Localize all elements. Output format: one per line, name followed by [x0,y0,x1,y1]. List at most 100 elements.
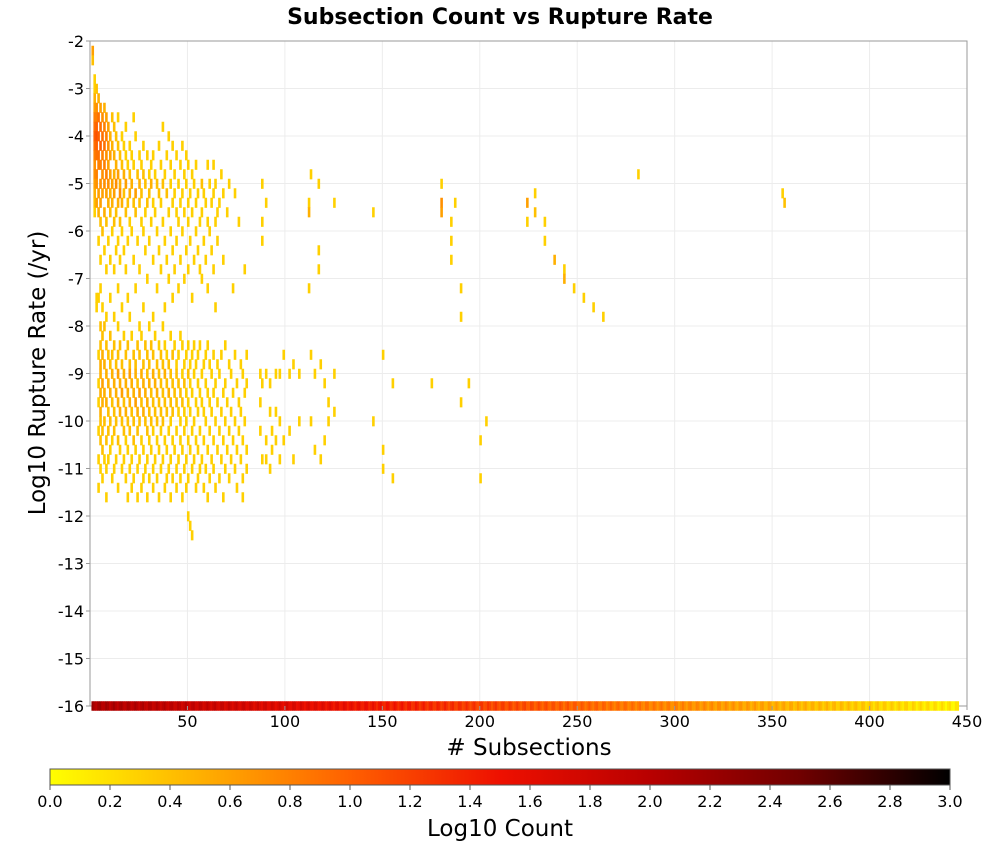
zero-rate-cell [935,701,938,711]
heatmap-cell [237,397,241,408]
heatmap-cell [245,378,249,389]
heatmap-cell [333,368,336,379]
heatmap-cell [97,188,100,199]
heatmap-cell [171,349,174,360]
heatmap-cell [161,454,165,465]
heatmap-cell [459,397,463,408]
zero-rate-cell [112,701,116,711]
zero-rate-cell [510,701,513,711]
heatmap-cell [175,425,178,436]
heatmap-cell [391,473,395,484]
zero-rate-cell [356,701,359,711]
zero-rate-cell [216,701,219,711]
heatmap-cell [147,235,151,246]
zero-rate-cell [625,701,628,711]
heatmap-cell [107,159,110,170]
heatmap-cell [169,159,173,170]
zero-rate-cell [687,701,691,711]
zero-rate-cell [892,701,895,711]
heatmap-cell [229,406,233,417]
heatmap-cell [206,159,210,170]
zero-rate-cell [765,701,769,711]
zero-rate-cell [555,701,558,711]
heatmap-cell [181,340,184,351]
heatmap-cell [157,188,161,199]
heatmap-cell [99,121,102,132]
heatmap-cell [526,197,529,208]
zero-rate-cell [506,701,509,711]
zero-rate-cell [274,701,277,711]
heatmap-cell [140,216,143,227]
heatmap-cell [194,197,198,208]
zero-rate-cell [658,701,661,711]
heatmap-cell [136,406,139,417]
heatmap-cell [179,197,182,208]
heatmap-cell [126,444,130,455]
zero-rate-cell [262,701,266,711]
heatmap-cell [105,463,108,474]
heatmap-cell [99,216,102,227]
heatmap-cell [149,340,153,351]
heatmap-cell [220,169,223,180]
colorbar-tick-label: 1.6 [517,792,542,811]
zero-rate-cell [896,701,899,711]
heatmap-cell [214,482,217,493]
heatmap-cell [485,416,488,427]
zero-rate-cell [833,701,837,711]
colorbar-tick-label: 2.6 [817,792,842,811]
heatmap-cell [108,131,112,142]
heatmap-cell [204,349,208,360]
heatmap-cell [200,397,204,408]
zero-rate-cell [270,701,274,711]
heatmap-cell [179,473,182,484]
heatmap-cell [116,482,120,493]
heatmap-cell [206,492,210,503]
heatmap-cell [97,150,100,161]
heatmap-cell [161,321,165,332]
heatmap-cell [93,140,96,151]
zero-rate-cell [257,701,260,711]
heatmap-cell [157,397,161,408]
heatmap-cell [282,435,286,446]
heatmap-cell [142,444,145,455]
zero-rate-cell [604,701,607,711]
heatmap-cell [142,140,145,151]
heatmap-cell [163,340,167,351]
zero-rate-cell [227,701,231,711]
heatmap-cell [99,140,102,151]
y-tick-label: -3 [68,80,84,99]
zero-rate-cell [442,701,445,711]
zero-rate-cell [177,701,180,711]
zero-rate-cell [261,701,264,711]
heatmap-cell [223,378,227,389]
zero-rate-cell [192,701,196,711]
heatmap-cell [147,321,151,332]
x-tick-label: 50 [177,712,197,731]
zero-rate-cell [116,701,120,711]
zero-rate-cell [413,701,416,711]
zero-rate-cell [346,701,350,711]
heatmap-cell [208,397,211,408]
heatmap-cell [212,159,215,170]
heatmap-cell [153,378,157,389]
zero-rate-cell [822,701,825,711]
zero-rate-cell [757,701,761,711]
heatmap-cell [184,150,188,161]
zero-rate-cell [93,701,96,711]
heatmap-cell [95,150,98,161]
heatmap-cell [381,463,385,474]
heatmap-cell [313,368,317,379]
heatmap-cell [112,150,116,161]
heatmap-cell [107,140,110,151]
heatmap-cell [118,406,122,417]
heatmap-cell [126,197,130,208]
zero-rate-cell [925,701,928,711]
zero-rate-cell [683,701,687,711]
heatmap-cell [110,140,114,151]
heatmap-cell [107,235,110,246]
heatmap-cell [307,283,311,294]
heatmap-cell [161,121,165,132]
heatmap-cell [222,492,225,503]
zero-rate-cell [535,701,539,711]
zero-rate-cell [352,701,355,711]
